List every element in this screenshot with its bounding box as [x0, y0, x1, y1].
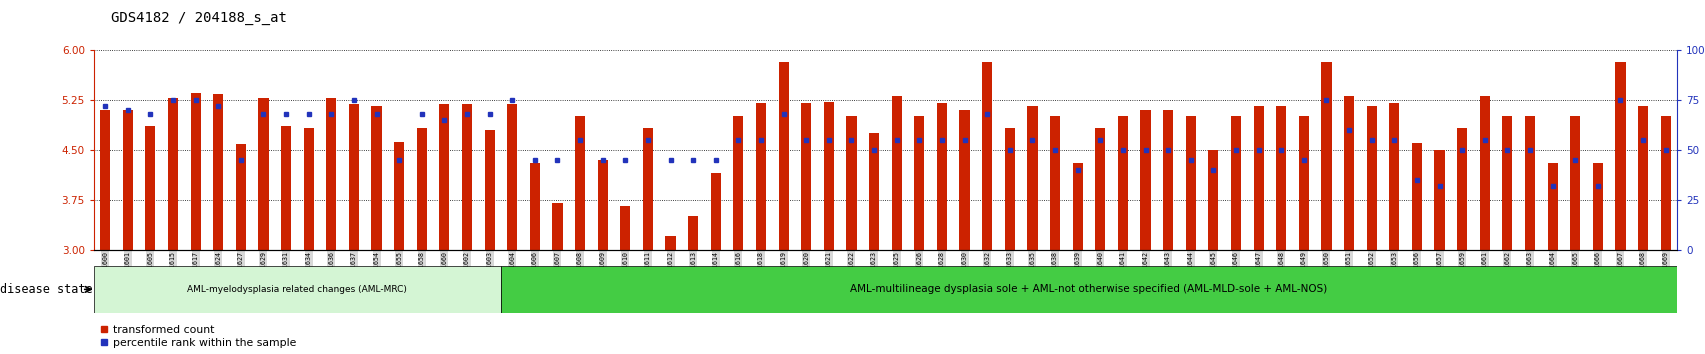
Bar: [1275, 106, 1286, 250]
Bar: [936, 103, 946, 250]
Bar: [733, 116, 743, 250]
Bar: [824, 102, 834, 250]
Bar: [1366, 106, 1376, 250]
Bar: [394, 142, 404, 250]
Bar: [372, 106, 382, 250]
Bar: [440, 104, 448, 250]
Bar: [1478, 96, 1488, 250]
Bar: [1434, 150, 1444, 250]
Bar: [1163, 110, 1173, 250]
Bar: [213, 94, 223, 250]
Bar: [1253, 106, 1263, 250]
Bar: [1231, 116, 1240, 250]
Bar: [145, 126, 155, 250]
Text: disease state: disease state: [0, 283, 92, 296]
Text: AML-multilineage dysplasia sole + AML-not otherwise specified (AML-MLD-sole + AM: AML-multilineage dysplasia sole + AML-no…: [849, 284, 1326, 295]
Bar: [1546, 163, 1557, 250]
Bar: [1569, 116, 1579, 250]
Bar: [1049, 116, 1059, 250]
Bar: [167, 98, 177, 250]
Bar: [621, 206, 631, 250]
Bar: [801, 103, 812, 250]
Bar: [257, 98, 268, 250]
Bar: [1456, 128, 1466, 250]
Bar: [1117, 116, 1127, 250]
Bar: [687, 216, 697, 250]
Bar: [123, 110, 133, 250]
Bar: [1207, 150, 1217, 250]
Bar: [1637, 106, 1647, 250]
Bar: [1659, 116, 1669, 250]
Bar: [846, 116, 856, 250]
Bar: [1095, 128, 1105, 250]
Bar: [326, 98, 336, 250]
Bar: [755, 103, 766, 250]
Bar: [303, 128, 314, 250]
Bar: [643, 128, 653, 250]
Bar: [506, 104, 517, 250]
Bar: [501, 266, 1676, 313]
Bar: [462, 104, 472, 250]
Bar: [1388, 103, 1398, 250]
Bar: [281, 126, 292, 250]
Bar: [597, 160, 607, 250]
Bar: [1412, 143, 1422, 250]
Bar: [958, 110, 968, 250]
Bar: [101, 110, 111, 250]
Legend: transformed count, percentile rank within the sample: transformed count, percentile rank withi…: [99, 325, 297, 348]
Bar: [94, 266, 501, 313]
Bar: [868, 133, 878, 250]
Bar: [777, 62, 788, 250]
Bar: [416, 128, 426, 250]
Bar: [1344, 96, 1354, 250]
Bar: [1524, 116, 1534, 250]
Bar: [1592, 163, 1603, 250]
Text: AML-myelodysplasia related changes (AML-MRC): AML-myelodysplasia related changes (AML-…: [188, 285, 407, 294]
Text: GDS4182 / 204188_s_at: GDS4182 / 204188_s_at: [111, 11, 286, 25]
Bar: [1615, 62, 1625, 250]
Bar: [530, 163, 539, 250]
Bar: [575, 116, 585, 250]
Bar: [1321, 62, 1330, 250]
Bar: [1072, 163, 1083, 250]
Bar: [1026, 106, 1037, 250]
Bar: [1298, 116, 1308, 250]
Bar: [1502, 116, 1512, 250]
Bar: [348, 104, 358, 250]
Bar: [552, 203, 563, 250]
Bar: [982, 62, 992, 250]
Bar: [235, 144, 246, 250]
Bar: [892, 96, 902, 250]
Bar: [914, 116, 924, 250]
Bar: [1185, 116, 1195, 250]
Bar: [191, 93, 201, 250]
Bar: [1004, 128, 1014, 250]
Bar: [484, 130, 494, 250]
Bar: [1139, 110, 1149, 250]
Bar: [665, 236, 675, 250]
Bar: [711, 173, 721, 250]
